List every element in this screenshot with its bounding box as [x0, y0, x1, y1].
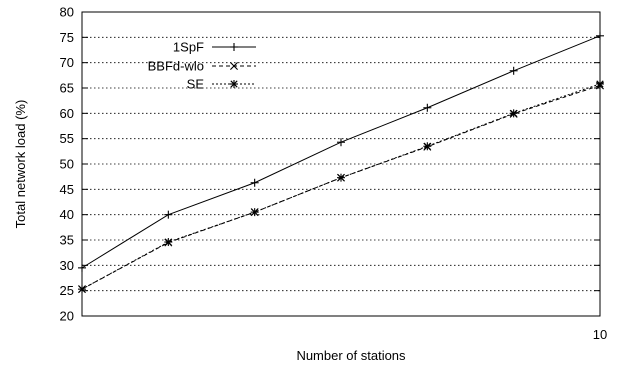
marker-stroke: [337, 174, 345, 182]
marker-stroke: [251, 208, 259, 216]
y-tick-label: 50: [60, 157, 74, 172]
series-line: [81, 84, 601, 290]
marker-stroke: [164, 238, 172, 246]
y-tick-label: 55: [60, 131, 74, 146]
data-point: [337, 138, 345, 147]
y-tick-label: 45: [60, 182, 74, 197]
series-line: [81, 83, 601, 290]
grid: [82, 36, 600, 292]
y-tick-label: 30: [60, 258, 74, 273]
y-tick-label: 65: [60, 81, 74, 96]
y-axis-ticks: 20 25 30 35 40 45 50 55 60 65 70 75 80: [60, 5, 600, 324]
y-tick-label: 40: [60, 207, 74, 222]
legend-item: BBFd-wlo: [148, 59, 256, 74]
x-axis-label: Number of stations: [296, 348, 406, 363]
data-point: [509, 109, 518, 118]
x-tick-label: 10: [593, 327, 607, 342]
y-axis-label: Total network load (%): [13, 100, 28, 229]
marker-stroke: [423, 142, 431, 150]
data-point: [230, 80, 238, 88]
data-point: [509, 66, 518, 75]
marker-stroke: [230, 62, 238, 70]
legend-label: BBFd-wlo: [148, 59, 204, 74]
data-point: [230, 43, 238, 51]
marker-stroke: [230, 80, 238, 88]
data-point: [230, 62, 238, 70]
series-se: [78, 79, 604, 294]
y-tick-label: 80: [60, 5, 74, 20]
legend: 1SpF BBFd-wlo SE: [148, 40, 256, 92]
data-point: [164, 238, 173, 247]
y-tick-label: 25: [60, 283, 74, 298]
data-point: [337, 173, 345, 182]
legend-item: SE: [187, 77, 256, 92]
data-point: [250, 178, 259, 187]
data-point: [423, 142, 432, 151]
x-axis-ticks: 10: [593, 310, 607, 342]
series-bbfd-wlo: [78, 81, 604, 294]
marker-stroke: [510, 109, 518, 117]
legend-label: 1SpF: [173, 40, 204, 55]
data-point: [250, 208, 259, 217]
series-group: [78, 31, 604, 294]
data-point: [423, 103, 432, 112]
y-tick-label: 20: [60, 309, 74, 324]
legend-item: 1SpF: [173, 40, 256, 55]
data-point: [164, 210, 173, 219]
y-tick-label: 75: [60, 30, 74, 45]
y-tick-label: 60: [60, 106, 74, 121]
legend-label: SE: [187, 77, 205, 92]
y-tick-label: 70: [60, 55, 74, 70]
y-tick-label: 35: [60, 233, 74, 248]
